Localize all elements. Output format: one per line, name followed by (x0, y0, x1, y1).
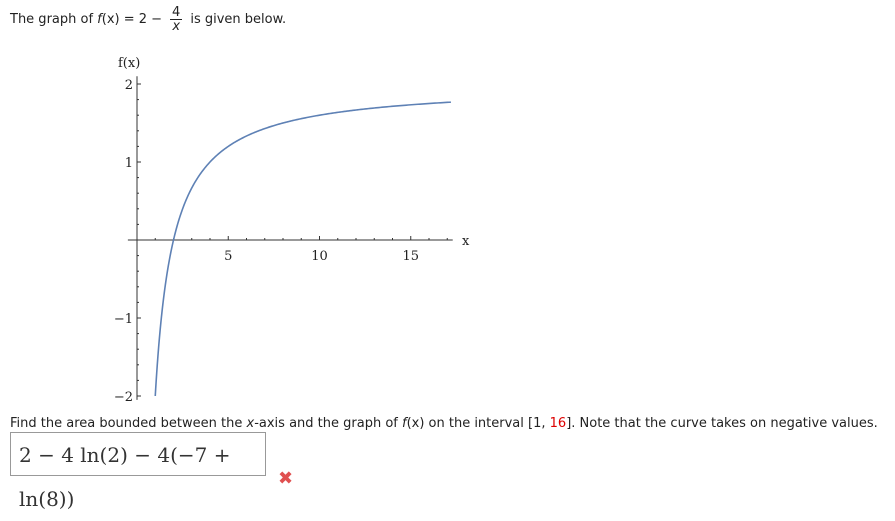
y-tick-label: 1 (125, 156, 133, 171)
question-text: Find the area bounded between the x-axis… (10, 416, 878, 431)
y-tick-label: −2 (114, 390, 133, 405)
intro-suffix: is given below. (190, 12, 287, 27)
y-tick-label: 2 (125, 78, 133, 93)
numerator: 4 (170, 5, 183, 20)
y-tick-label: −1 (114, 312, 133, 327)
x-tick-label: 15 (402, 249, 419, 264)
x-tick-label: 10 (311, 249, 328, 264)
x-mark-icon: ✖ (278, 468, 294, 489)
x-axis-label: x (462, 234, 470, 249)
curve-f-of-x (154, 101, 451, 397)
y-axis-label: f(x) (118, 56, 140, 71)
interval-endpoint: 16 (549, 416, 567, 431)
x-tick-label: 5 (224, 249, 232, 264)
intro-text: The graph of f(x) = 2 − (10, 12, 163, 27)
function-graph: 5 10 15 2 1 −1 −2 f(x) x (114, 56, 470, 405)
answer-input[interactable]: 2 − 4 ln(2) − 4(−7 + ln(8)) (10, 432, 266, 511)
denominator: x (172, 19, 181, 34)
